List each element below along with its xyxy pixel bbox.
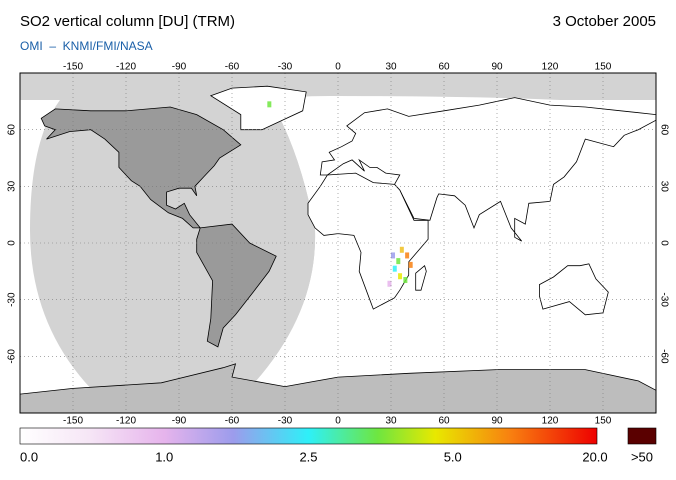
colorbar-label: 5.0	[444, 449, 462, 464]
lat-tick-label: -60	[7, 349, 18, 364]
colorbar-overflow-label: >50	[631, 449, 653, 464]
so2-spot	[408, 261, 413, 268]
lat-tick-label: 60	[658, 124, 669, 136]
lon-tick-label: -150	[63, 62, 83, 73]
lat-tick-label: 0	[7, 240, 18, 246]
lon-tick-label: 0	[335, 416, 341, 427]
date: 3 October 2005	[553, 13, 656, 30]
madagascar	[415, 265, 427, 291]
lon-tick-label: -120	[116, 62, 136, 73]
night-region	[30, 100, 316, 398]
colorbar	[19, 427, 598, 445]
lat-tick-label: 0	[658, 240, 669, 246]
map-frame	[19, 72, 657, 414]
lon-tick-label: -60	[225, 62, 240, 73]
colorbar-overflow	[627, 427, 657, 445]
lon-tick-label: -120	[116, 416, 136, 427]
greenland	[209, 85, 307, 131]
day-region	[20, 100, 100, 398]
lat-tick-label: -30	[658, 292, 669, 307]
lon-tick-label: 120	[542, 416, 559, 427]
so2-spot	[396, 258, 401, 265]
so2-spot	[403, 277, 408, 283]
lon-tick-label: 60	[438, 62, 450, 73]
colorbar-label: 2.5	[299, 449, 317, 464]
colorbar-label: 20.0	[582, 449, 607, 464]
north-america	[40, 106, 242, 229]
so2-spot	[399, 246, 404, 253]
lon-tick-label: 60	[438, 416, 450, 427]
lon-tick-label: 150	[595, 62, 612, 73]
lat-tick-label: -30	[7, 292, 18, 307]
so2-spot	[398, 273, 403, 280]
australia	[539, 263, 609, 316]
so2-spot	[267, 101, 272, 108]
lon-tick-label: -30	[278, 416, 293, 427]
lon-tick-label: -60	[225, 416, 240, 427]
lon-tick-label: 0	[335, 62, 341, 73]
lon-tick-label: 90	[491, 416, 503, 427]
lon-tick-label: -150	[63, 416, 83, 427]
lon-tick-label: -90	[172, 416, 187, 427]
lon-tick-label: 90	[491, 62, 503, 73]
lon-tick-label: 30	[385, 416, 397, 427]
so2-spot	[392, 265, 397, 272]
so2-spot	[387, 280, 392, 287]
lon-tick-label: -90	[172, 62, 187, 73]
lat-tick-label: 30	[658, 181, 669, 193]
lon-tick-label: -30	[278, 62, 293, 73]
antarctica	[20, 363, 656, 413]
title: SO2 vertical column [DU] (TRM)	[20, 13, 235, 30]
lat-tick-label: 60	[7, 124, 18, 136]
lon-tick-label: 120	[542, 62, 559, 73]
lon-tick-label: 150	[595, 416, 612, 427]
lon-tick-label: 30	[385, 62, 397, 73]
eurasia	[319, 97, 656, 242]
lat-tick-label: 30	[7, 180, 18, 192]
so2-spot	[405, 252, 410, 259]
subtitle: OMI – KNMI/FMI/NASA	[20, 39, 153, 53]
colorbar-label: 0.0	[20, 449, 38, 464]
lat-tick-label: -60	[658, 349, 669, 364]
south-america	[196, 223, 277, 348]
so2-spot	[391, 252, 395, 259]
colorbar-label: 1.0	[155, 449, 173, 464]
map-layer	[20, 73, 656, 413]
